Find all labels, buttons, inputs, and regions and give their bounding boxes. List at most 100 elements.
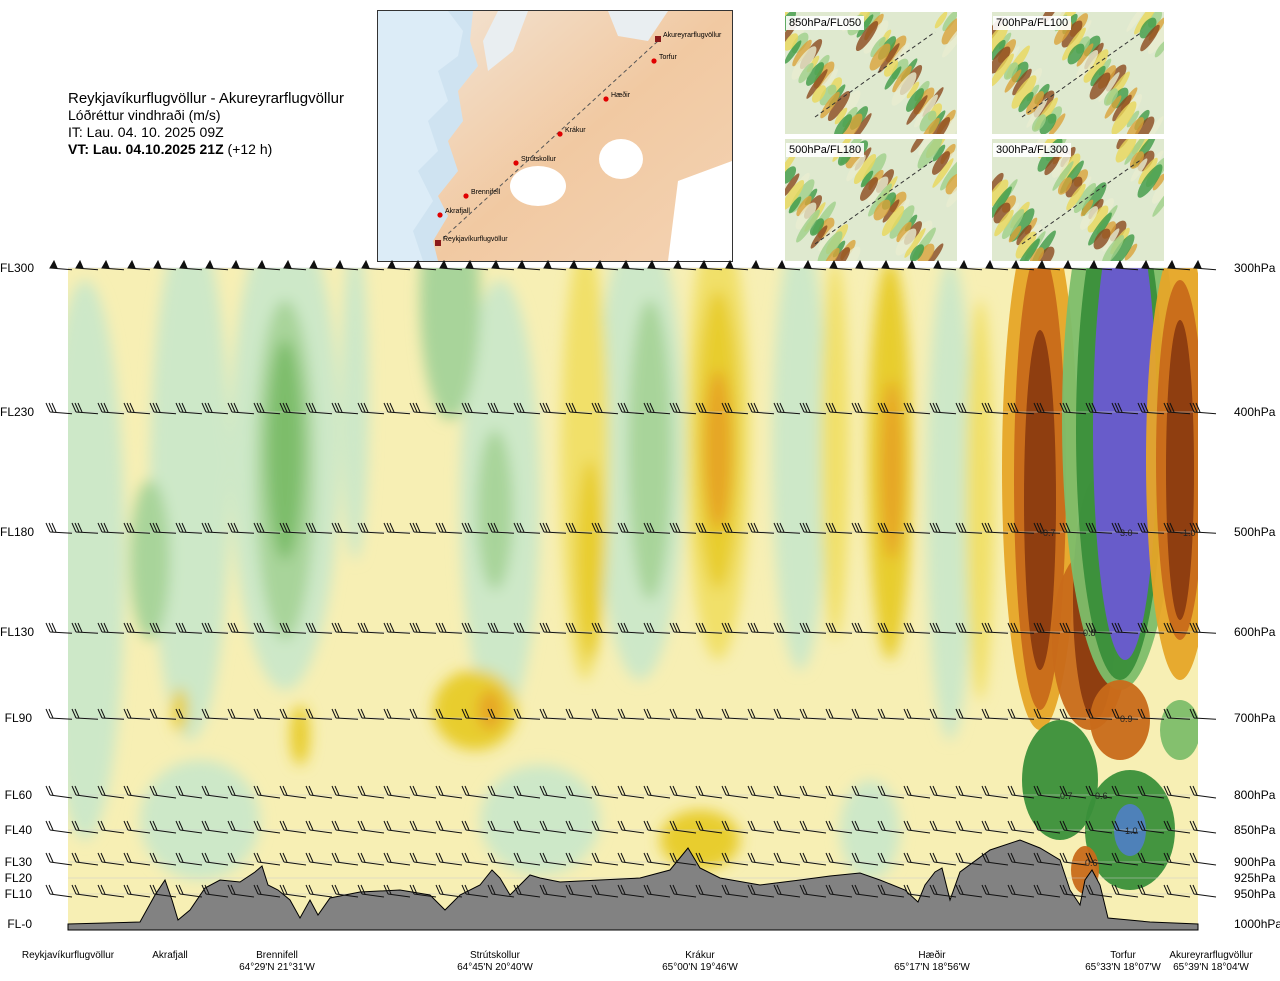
wind-barb — [45, 622, 73, 634]
wind-barb — [981, 522, 1009, 534]
thumbnail-field-streak — [827, 90, 851, 122]
wind-barb — [175, 820, 203, 834]
wind-barb — [175, 522, 203, 534]
thumbnail-field-streak — [867, 176, 889, 204]
thumbnail-300hpa[interactable]: 300hPa/FL300 — [992, 139, 1164, 261]
wind-barb — [565, 785, 593, 799]
flight-level-label: FL-0 — [7, 917, 32, 931]
wind-barb — [959, 260, 983, 271]
wind-barb — [721, 622, 749, 634]
wind-barb — [643, 820, 671, 834]
thumbnail-field-streak — [1152, 173, 1164, 191]
contour-value-label: 3.0 — [1120, 528, 1133, 538]
wind-barb — [71, 852, 99, 866]
glacier-langjokull — [510, 166, 566, 206]
wind-barb — [201, 402, 229, 415]
wind-barb — [331, 785, 359, 799]
contour-value-label: 0.6 — [1095, 791, 1108, 801]
wind-barb — [331, 402, 359, 415]
flight-level-label: FL130 — [0, 625, 35, 639]
route-map-svg: Akureyrarflugvöllur Torfur Hæðir Krákur Strú… — [378, 11, 732, 261]
wind-barb — [253, 708, 281, 720]
wind-barb — [617, 820, 645, 834]
thumbnail-field-streak — [1011, 75, 1037, 109]
station-name: Reykjavíkurflugvöllur — [21, 950, 115, 961]
thumbnail-850hpa[interactable]: 850hPa/FL050 — [785, 12, 957, 134]
wind-barb — [279, 884, 307, 898]
wind-barb — [409, 884, 437, 898]
wind-barb — [461, 622, 489, 634]
wind-barb — [903, 884, 931, 898]
thumbnail-field-streak — [1124, 139, 1146, 165]
wind-barb — [903, 522, 931, 534]
thumbnail-field-streak — [1079, 206, 1099, 230]
thumbnail-field-streak — [785, 179, 805, 211]
thumbnail-field-streak — [805, 62, 825, 86]
wind-barb — [565, 852, 593, 866]
wind-barb — [1189, 402, 1217, 415]
wind-barb — [123, 622, 151, 634]
wind-barb — [123, 820, 151, 834]
wind-barb — [1111, 884, 1139, 898]
wind-barb — [435, 884, 463, 898]
wind-barb — [461, 708, 489, 720]
wind-barb — [1007, 820, 1035, 834]
wind-barb — [149, 402, 177, 415]
wind-barb — [851, 785, 879, 799]
waypoint-marker — [435, 240, 441, 246]
wind-barb — [305, 522, 333, 534]
thumbnail-field-streak — [1004, 69, 1022, 93]
thumbnail-field-streak — [1051, 154, 1071, 178]
wind-barb — [669, 622, 697, 634]
velocity-contour — [704, 370, 732, 530]
velocity-contour — [267, 340, 303, 560]
wind-barb — [357, 820, 385, 834]
thumbnail-field-streak — [1098, 72, 1120, 102]
wind-barb — [279, 522, 307, 534]
thumbnail-field-streak — [798, 62, 814, 84]
wind-barb — [591, 622, 619, 634]
station-label: Brennifell 64°29'N 21°31'W — [239, 950, 315, 974]
wind-barb — [747, 852, 775, 866]
wind-barb — [981, 708, 1009, 720]
wind-barb — [669, 522, 697, 534]
wind-barb — [305, 884, 333, 898]
wind-barb — [227, 402, 255, 415]
thumbnail-field-streak — [1037, 246, 1055, 261]
thumbnail-700hpa[interactable]: 700hPa/FL100 — [992, 12, 1164, 134]
wind-barb — [591, 402, 619, 415]
wind-barb — [955, 622, 983, 634]
wind-barb — [721, 522, 749, 534]
thumbnail-500hpa[interactable]: 500hPa/FL180 — [785, 139, 957, 261]
thumbnail-field-streak — [904, 228, 926, 258]
thumbnail-field-streak — [833, 114, 853, 134]
wind-barb — [1059, 820, 1087, 834]
thumbnail-300hpa-map — [992, 139, 1164, 261]
wind-barb — [517, 260, 541, 271]
wind-barb — [175, 785, 203, 799]
thumbnail-field-streak — [926, 243, 944, 261]
wind-barb — [1085, 522, 1113, 534]
wind-barb — [1033, 884, 1061, 898]
thumbnail-field-streak — [785, 166, 797, 184]
wind-barb — [383, 820, 411, 834]
station-label: Torfur 65°33'N 18°07'W — [1085, 950, 1161, 974]
wind-barb — [643, 522, 671, 534]
thumbnail-field-streak — [873, 199, 891, 221]
velocity-contour — [966, 300, 994, 700]
thumbnail-field-streak — [820, 91, 840, 119]
route-waypoints: Akureyrarflugvöllur Torfur Hæðir Krákur Strú… — [435, 32, 722, 246]
thumbnail-field-streak — [834, 107, 848, 125]
thumbnail-field-streak — [819, 84, 837, 106]
variable-label: Lóðréttur vindhraði (m/s) — [68, 107, 221, 123]
flight-level-label: FL30 — [4, 855, 32, 869]
thumbnail-field-streak — [931, 151, 951, 175]
wind-barb — [45, 852, 73, 866]
thumbnail-field-streak — [905, 88, 925, 112]
wind-barb — [699, 260, 723, 271]
thumbnail-field-streak — [1073, 182, 1097, 214]
thumbnail-field-streak — [992, 39, 1006, 61]
thumbnail-label: 300hPa/FL300 — [993, 143, 1072, 157]
wind-barb — [227, 884, 255, 898]
wind-barb — [929, 402, 957, 415]
